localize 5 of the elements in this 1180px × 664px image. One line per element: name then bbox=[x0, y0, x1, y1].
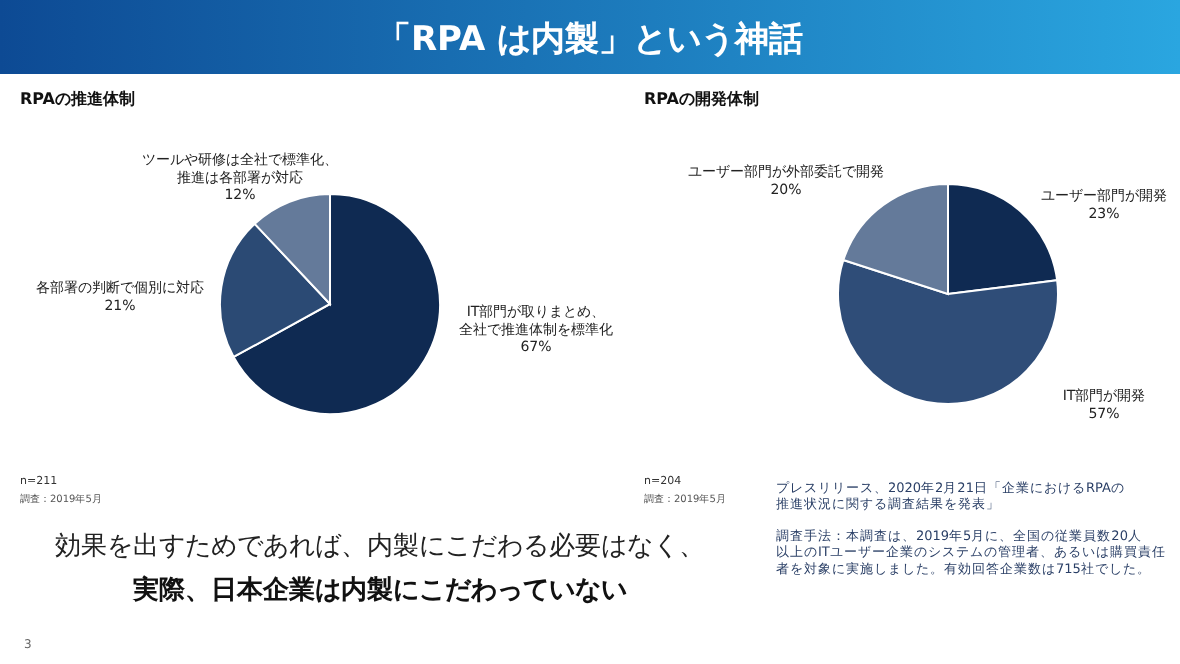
text: 効果を出すためであれば、内製にこだわる必要はなく、 bbox=[55, 532, 705, 562]
chart-title: RPAの推進体制 bbox=[20, 90, 135, 108]
chart-title: RPAの開発体制 bbox=[644, 90, 759, 108]
text: 実際、日本企業は内製にこだわっていない bbox=[131, 574, 627, 606]
text: 「RPA は内製」という神話 bbox=[376, 20, 804, 60]
